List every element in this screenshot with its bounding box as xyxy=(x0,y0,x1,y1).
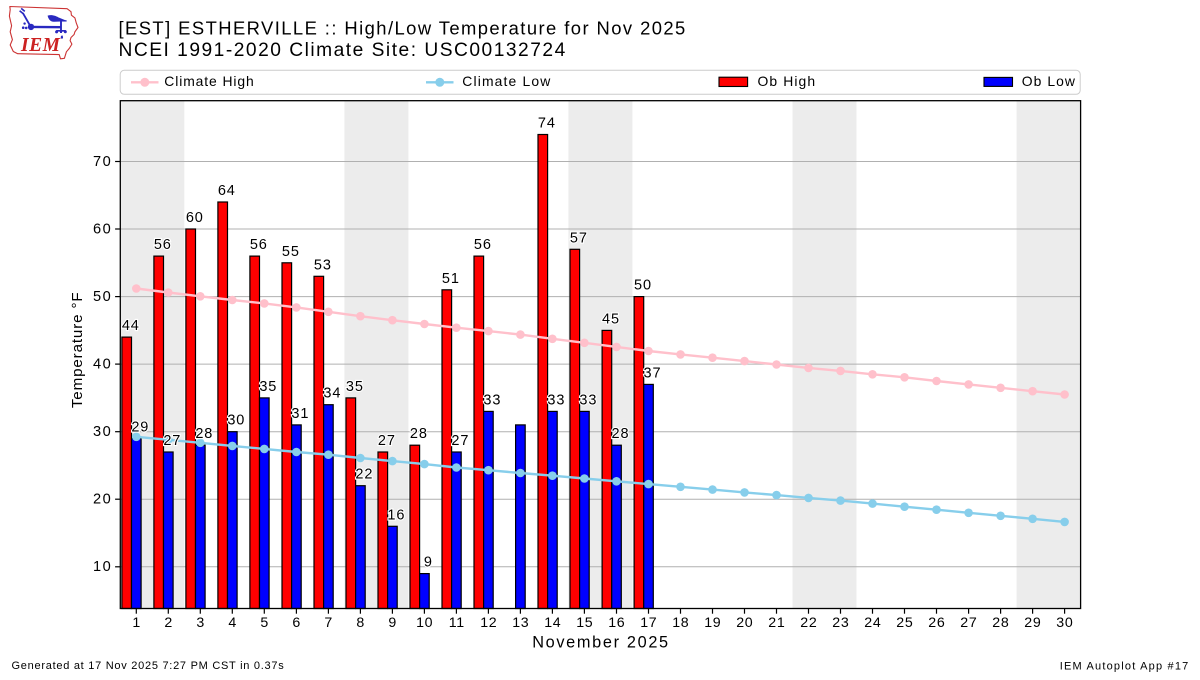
svg-text:19: 19 xyxy=(704,615,721,631)
svg-text:23: 23 xyxy=(832,615,849,631)
svg-text:30: 30 xyxy=(1056,615,1073,631)
svg-text:11: 11 xyxy=(449,615,465,631)
svg-text:15: 15 xyxy=(576,615,593,631)
svg-text:37: 37 xyxy=(644,365,662,381)
svg-text:16: 16 xyxy=(608,615,625,631)
svg-text:16: 16 xyxy=(387,507,405,523)
svg-text:Climate High: Climate High xyxy=(164,73,254,89)
svg-text:IEM Autoplot App #17: IEM Autoplot App #17 xyxy=(1060,661,1190,673)
svg-text:21: 21 xyxy=(768,615,785,631)
svg-text:10: 10 xyxy=(416,615,433,631)
svg-text:November 2025: November 2025 xyxy=(532,634,670,652)
svg-text:50: 50 xyxy=(634,278,652,294)
svg-text:28: 28 xyxy=(410,426,428,442)
svg-text:27: 27 xyxy=(960,615,977,631)
svg-text:56: 56 xyxy=(154,237,172,253)
svg-text:34: 34 xyxy=(323,386,341,402)
svg-text:27: 27 xyxy=(163,433,181,449)
svg-text:29: 29 xyxy=(1024,615,1041,631)
svg-text:22: 22 xyxy=(800,615,817,631)
svg-text:51: 51 xyxy=(442,271,460,287)
svg-text:56: 56 xyxy=(474,237,492,253)
svg-text:18: 18 xyxy=(672,615,689,631)
svg-text:28: 28 xyxy=(992,615,1009,631)
svg-text:20: 20 xyxy=(736,615,753,631)
svg-text:60: 60 xyxy=(93,221,112,237)
svg-text:57: 57 xyxy=(570,230,588,246)
svg-text:NCEI 1991-2020 Climate Site: U: NCEI 1991-2020 Climate Site: USC00132724 xyxy=(119,40,567,61)
svg-text:6: 6 xyxy=(292,615,301,631)
svg-text:30: 30 xyxy=(227,413,245,429)
svg-text:30: 30 xyxy=(93,424,112,440)
svg-text:50: 50 xyxy=(93,289,112,305)
svg-text:45: 45 xyxy=(602,311,620,327)
svg-text:25: 25 xyxy=(896,615,913,631)
svg-text:35: 35 xyxy=(346,379,364,395)
svg-text:64: 64 xyxy=(218,183,236,199)
svg-text:31: 31 xyxy=(291,406,309,422)
svg-text:IEM: IEM xyxy=(20,35,61,56)
svg-text:29: 29 xyxy=(131,420,149,436)
svg-text:26: 26 xyxy=(928,615,945,631)
svg-text:27: 27 xyxy=(378,433,396,449)
svg-text:40: 40 xyxy=(93,357,112,373)
svg-text:24: 24 xyxy=(864,615,881,631)
svg-text:Ob High: Ob High xyxy=(758,73,817,89)
svg-text:53: 53 xyxy=(314,257,332,273)
svg-text:33: 33 xyxy=(579,392,597,408)
svg-text:56: 56 xyxy=(250,237,268,253)
svg-text:22: 22 xyxy=(355,467,373,483)
svg-text:9: 9 xyxy=(424,555,433,571)
svg-text:9: 9 xyxy=(388,615,397,631)
svg-text:5: 5 xyxy=(260,615,269,631)
svg-text:44: 44 xyxy=(122,318,140,334)
svg-text:Temperature °F: Temperature °F xyxy=(69,291,86,408)
svg-text:17: 17 xyxy=(640,615,657,631)
svg-text:12: 12 xyxy=(480,615,497,631)
svg-text:Ob Low: Ob Low xyxy=(1022,73,1076,89)
svg-text:14: 14 xyxy=(544,615,561,631)
svg-text:70: 70 xyxy=(93,154,112,170)
svg-text:55: 55 xyxy=(282,244,300,260)
svg-text:20: 20 xyxy=(93,492,112,508)
svg-text:10: 10 xyxy=(93,559,112,575)
svg-text:1: 1 xyxy=(132,615,141,631)
svg-text:33: 33 xyxy=(547,392,565,408)
svg-text:60: 60 xyxy=(186,210,204,226)
svg-text:8: 8 xyxy=(356,615,365,631)
svg-text:28: 28 xyxy=(195,426,213,442)
svg-text:74: 74 xyxy=(538,116,556,132)
svg-text:4: 4 xyxy=(228,615,237,631)
svg-text:3: 3 xyxy=(196,615,205,631)
svg-text:33: 33 xyxy=(483,392,501,408)
svg-text:27: 27 xyxy=(451,433,469,449)
svg-text:35: 35 xyxy=(259,379,277,395)
svg-text:2: 2 xyxy=(164,615,173,631)
svg-text:Generated at 17 Nov 2025 7:27: Generated at 17 Nov 2025 7:27 PM CST in … xyxy=(12,660,285,672)
svg-text:7: 7 xyxy=(324,615,333,631)
svg-text:Climate Low: Climate Low xyxy=(462,73,551,89)
svg-text:[EST] ESTHERVILLE :: High/Low: [EST] ESTHERVILLE :: High/Low Temperatur… xyxy=(119,18,687,39)
svg-text:13: 13 xyxy=(512,615,529,631)
svg-text:28: 28 xyxy=(612,426,630,442)
